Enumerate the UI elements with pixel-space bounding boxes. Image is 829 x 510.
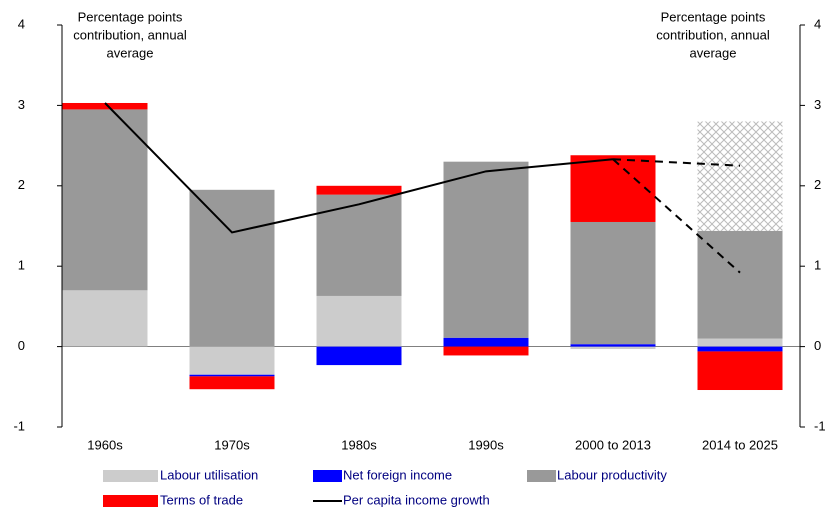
x-tick-label: 1970s xyxy=(214,437,250,452)
bar-segment xyxy=(570,346,656,350)
legend-label: Terms of trade xyxy=(160,492,243,507)
legend-swatch xyxy=(313,470,342,482)
legend-label: Labour utilisation xyxy=(160,467,258,482)
bar-segment xyxy=(697,346,783,352)
legend-label: Per capita income growth xyxy=(343,492,490,507)
bar-segment xyxy=(570,155,656,222)
y2-tick-label: 0 xyxy=(814,338,821,353)
y-tick-label: 1 xyxy=(18,258,25,273)
legend-swatch xyxy=(103,495,158,507)
bar-segment xyxy=(316,185,402,195)
annotation: average xyxy=(690,45,737,60)
x-tick-label: 1960s xyxy=(87,437,123,452)
bar-segment xyxy=(697,230,783,339)
line xyxy=(612,158,741,167)
y2-tick-label: 4 xyxy=(814,16,821,31)
y-tick-label: 3 xyxy=(18,97,25,112)
x-tick-label: 2014 to 2025 xyxy=(702,437,778,452)
bar-segment xyxy=(697,338,783,347)
x-tick-label: 1980s xyxy=(341,437,377,452)
y-tick-label: -1 xyxy=(13,418,25,433)
y-tick-label: 4 xyxy=(18,16,25,31)
legend-swatch xyxy=(527,470,556,482)
x-tick-label: 2000 to 2013 xyxy=(575,437,651,452)
bar-segment xyxy=(443,161,529,338)
bar-segment xyxy=(189,346,275,375)
bar-segment xyxy=(316,346,402,366)
y-tick-label: 2 xyxy=(18,177,25,192)
bar-segment xyxy=(189,189,275,347)
line xyxy=(612,158,741,274)
y2-tick-label: 3 xyxy=(814,97,821,112)
legend-label: Net foreign income xyxy=(343,467,452,482)
bar-segment xyxy=(570,344,656,347)
annotation: average xyxy=(107,45,154,60)
bar-segment xyxy=(697,121,783,231)
legend-label: Labour productivity xyxy=(557,467,667,482)
annotation: contribution, annual xyxy=(73,27,187,42)
y2-tick-label: 1 xyxy=(814,258,821,273)
bar-segment xyxy=(697,351,783,391)
x-tick-label: 1990s xyxy=(468,437,504,452)
bar-segment xyxy=(62,102,148,110)
annotation: contribution, annual xyxy=(656,27,770,42)
line xyxy=(104,102,614,234)
y2-tick-label: 2 xyxy=(814,177,821,192)
annotation: Percentage points xyxy=(78,9,183,24)
bar-segment xyxy=(570,221,656,345)
bar-segment xyxy=(443,337,529,347)
y-tick-label: 0 xyxy=(18,338,25,353)
bar-segment xyxy=(189,376,275,390)
bar-segment xyxy=(189,374,275,377)
bar-segment xyxy=(316,295,402,347)
bar-segment xyxy=(443,346,529,356)
bar-segment xyxy=(62,109,148,291)
y2-tick-label: -1 xyxy=(814,418,826,433)
bar-segment xyxy=(316,194,402,296)
legend-swatch xyxy=(103,470,158,482)
annotation: Percentage points xyxy=(661,9,766,24)
bar-segment xyxy=(62,290,148,347)
